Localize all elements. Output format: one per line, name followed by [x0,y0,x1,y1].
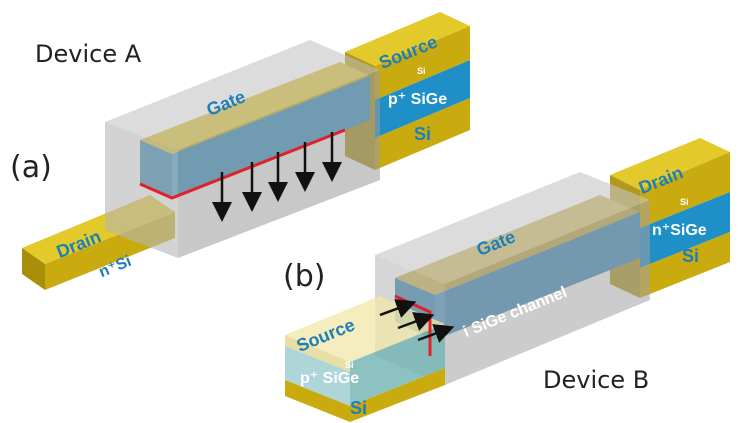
device-a-source-si-small: Si [417,66,426,76]
device-b-tunneling-arrows [379,299,455,343]
device-a-title: Device A [35,40,142,68]
arrow [397,312,435,331]
device-a-tunneling-arrows [212,132,342,222]
device-b-source-si-small: Si [345,360,354,370]
device-a-panel-label: (a) [10,150,52,185]
device-b-drain-si-small: Si [680,197,689,207]
device-b-panel-label: (b) [283,259,325,294]
device-a-junction-line [139,128,346,200]
device-b-si-label: Si [682,246,699,266]
device-b: (b) Device B Gate Drain Si n⁺SiGe Si i S… [283,138,730,422]
device-b-si-bottom-label: Si [350,398,367,418]
device-a-p-plus-sige-label: p⁺ SiGe [388,91,447,108]
device-a: Device A (a) Gate Source Si p⁺ SiGe Si D… [10,12,470,290]
arrow [417,324,455,343]
arrow [379,299,417,318]
device-b-drain-stack [610,138,730,298]
device-b-p-plus-sige-label: p⁺ SiGe [300,370,359,387]
device-a-si-label: Si [414,124,431,144]
device-a-gate-box [105,40,380,258]
device-b-n-plus-sige-label: n⁺SiGe [652,222,707,239]
device-b-title: Device B [543,366,649,394]
